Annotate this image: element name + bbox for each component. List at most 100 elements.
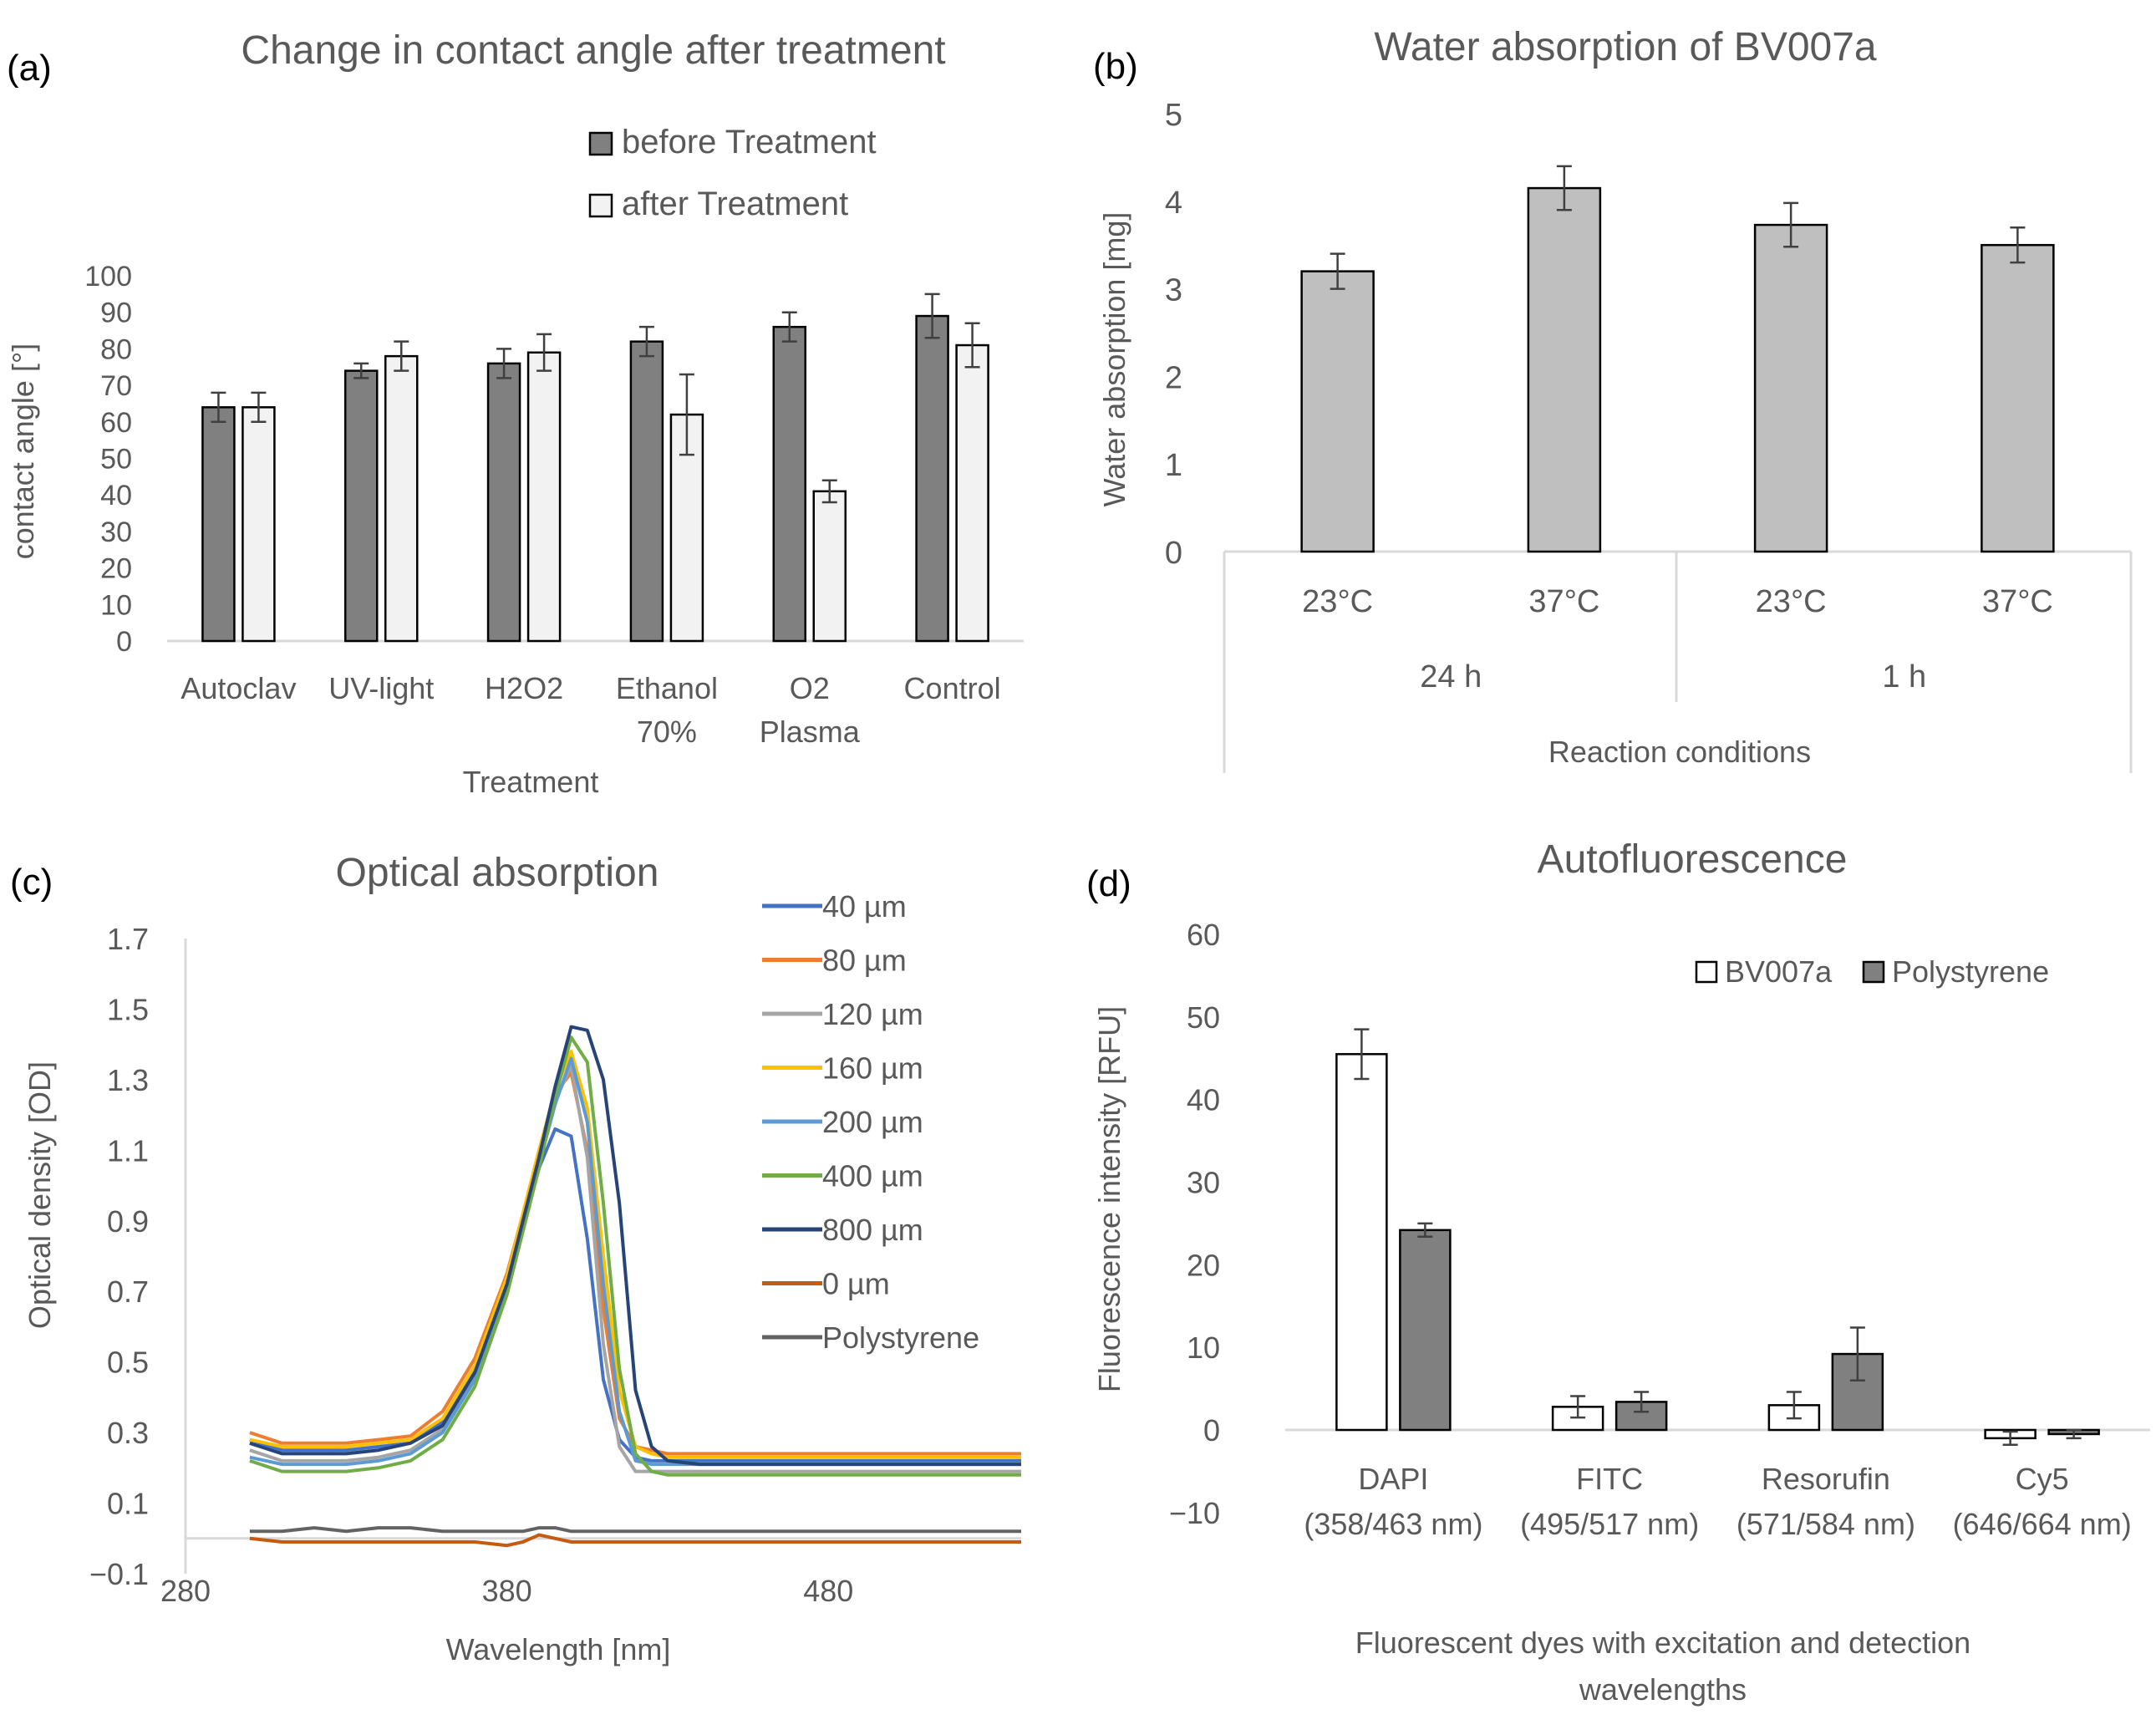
x-tick-label-a: H2O2 xyxy=(485,671,563,705)
panel-c: (c) Optical absorption Wavelength [nm] O… xyxy=(0,836,1078,1735)
y-tick-label-c: 1.3 xyxy=(107,1063,149,1097)
x-tick-label-d: Cy5 xyxy=(2016,1462,2069,1496)
legend-label-c: Polystyrene xyxy=(822,1320,979,1355)
y-tick-label-b: 3 xyxy=(1165,273,1182,308)
y-tick-label-a: 100 xyxy=(84,261,132,293)
x-tick-label-a: 70% xyxy=(637,715,697,749)
x-group-label-b: 1 h xyxy=(1882,659,1926,695)
y-tick-label-d: −10 xyxy=(1169,1496,1220,1530)
y-tick-label-a: 80 xyxy=(100,333,132,365)
x-tick-label-d: (646/664 nm) xyxy=(1953,1507,2132,1541)
chart-a-svg: (a) Change in contact angle after treatm… xyxy=(6,28,1024,799)
x-tick-label-c: 480 xyxy=(803,1574,853,1608)
y-tick-label-d: 30 xyxy=(1187,1166,1220,1200)
y-tick-label-a: 50 xyxy=(100,444,132,476)
bar-b xyxy=(1753,223,1828,553)
x-tick-label-c: 280 xyxy=(160,1574,211,1608)
y-tick-label-b: 1 xyxy=(1165,448,1182,483)
y-axis-title-a: contact angle [°] xyxy=(6,343,40,560)
y-tick-label-d: 50 xyxy=(1187,1000,1220,1035)
x-axis-title-a: Treatment xyxy=(463,765,599,799)
x-tick-label-b: 23°C xyxy=(1302,584,1373,619)
x-axis-title-c: Wavelength [nm] xyxy=(446,1632,671,1666)
y-tick-label-a: 90 xyxy=(100,298,132,329)
chart-title-c: Optical absorption xyxy=(336,851,659,895)
y-tick-label-c: 1.5 xyxy=(107,992,149,1026)
bar-b xyxy=(1300,270,1375,553)
y-tick-label-c: 0.7 xyxy=(107,1275,149,1309)
series-line-c xyxy=(249,1533,1021,1548)
y-tick-label-b: 5 xyxy=(1165,98,1182,133)
series-line-c xyxy=(249,1526,1021,1534)
y-tick-label-c: −0.1 xyxy=(89,1557,149,1591)
bar-a xyxy=(384,354,419,643)
y-tick-label-a: 60 xyxy=(100,407,132,439)
x-tick-label-d: (495/517 nm) xyxy=(1520,1507,1699,1541)
x-tick-label-d: (358/463 nm) xyxy=(1304,1507,1482,1541)
x-tick-label-d: (571/584 nm) xyxy=(1736,1507,1915,1541)
legend-swatch-a xyxy=(588,193,613,218)
x-axis-title-d-line1: Fluorescent dyes with excitation and det… xyxy=(1355,1626,1970,1660)
legend-swatch-a xyxy=(588,131,613,156)
panel-label-b: (b) xyxy=(1093,46,1138,87)
y-tick-label-c: 0.9 xyxy=(107,1204,149,1239)
chart-c-svg: (c) Optical absorption Wavelength [nm] O… xyxy=(10,851,1021,1666)
y-tick-label-d: 10 xyxy=(1187,1331,1220,1365)
x-tick-label-d: FITC xyxy=(1576,1462,1643,1496)
y-tick-label-d: 0 xyxy=(1203,1413,1220,1448)
bar-a xyxy=(486,362,521,643)
y-axis-title-c: Optical density [OD] xyxy=(23,1061,57,1329)
legend-swatch-d xyxy=(1862,960,1885,984)
y-axis-title-b: Water absorption [mg] xyxy=(1097,212,1131,507)
legend-label-c: 80 µm xyxy=(822,944,907,978)
x-tick-label-d: DAPI xyxy=(1358,1462,1428,1496)
x-tick-label-b: 37°C xyxy=(1528,584,1599,619)
panel-d: (d) Autofluorescence Fluorescent dyes wi… xyxy=(1078,836,2156,1735)
bar-b xyxy=(1527,186,1602,553)
legend-label-c: 160 µm xyxy=(822,1051,923,1086)
x-axis-title-d-line2: wavelengths xyxy=(1579,1672,1747,1707)
panel-label-d: (d) xyxy=(1086,863,1131,904)
y-tick-label-c: 0.1 xyxy=(107,1487,149,1521)
x-tick-label-b: 37°C xyxy=(1982,584,2053,619)
panel-b: (b) Water absorption of BV007a Reaction … xyxy=(1078,0,2156,836)
legend-label-d: Polystyrene xyxy=(1892,954,2049,989)
chart-title-b: Water absorption of BV007a xyxy=(1374,25,1877,69)
x-tick-label-a: UV-light xyxy=(328,671,434,705)
bar-d xyxy=(1335,1053,1388,1432)
chart-title-d: Autofluorescence xyxy=(1538,837,1848,882)
bar-b xyxy=(1981,243,2055,553)
legend-label-a: before Treatment xyxy=(622,124,877,160)
series-line-c xyxy=(249,1035,1021,1477)
panel-label-c: (c) xyxy=(10,862,53,903)
y-tick-label-c: 1.1 xyxy=(107,1133,149,1168)
panel-a: (a) Change in contact angle after treatm… xyxy=(0,0,1078,836)
y-tick-label-b: 0 xyxy=(1165,536,1182,571)
y-tick-label-c: 0.5 xyxy=(107,1346,149,1380)
legend-label-c: 800 µm xyxy=(822,1213,923,1247)
bar-a xyxy=(201,406,236,643)
panel-label-a: (a) xyxy=(7,48,52,89)
x-axis-title-b: Reaction conditions xyxy=(1548,735,1811,769)
legend-swatch-d xyxy=(1695,960,1718,984)
x-tick-label-a: Control xyxy=(904,671,1001,705)
x-tick-label-a: Ethanol xyxy=(616,671,718,705)
chart-d-svg: (d) Autofluorescence Fluorescent dyes wi… xyxy=(1086,837,2150,1707)
y-tick-label-d: 40 xyxy=(1187,1083,1220,1117)
x-tick-label-a: Plasma xyxy=(760,715,861,749)
y-tick-label-a: 70 xyxy=(100,370,132,402)
y-tick-label-b: 2 xyxy=(1165,360,1182,395)
bar-a xyxy=(772,325,806,643)
legend-label-c: 200 µm xyxy=(822,1105,923,1139)
bar-d xyxy=(1399,1229,1452,1432)
y-tick-label-a: 30 xyxy=(100,516,132,548)
series-line-c xyxy=(249,1064,1021,1473)
bar-a xyxy=(344,369,379,643)
y-tick-label-a: 10 xyxy=(100,589,132,621)
legend-label-c: 120 µm xyxy=(822,997,923,1031)
series-line-c xyxy=(249,1127,1021,1463)
x-group-label-b: 24 h xyxy=(1420,659,1482,695)
y-tick-label-d: 60 xyxy=(1187,918,1220,952)
bar-a xyxy=(526,351,562,643)
y-tick-label-a: 0 xyxy=(116,626,132,658)
